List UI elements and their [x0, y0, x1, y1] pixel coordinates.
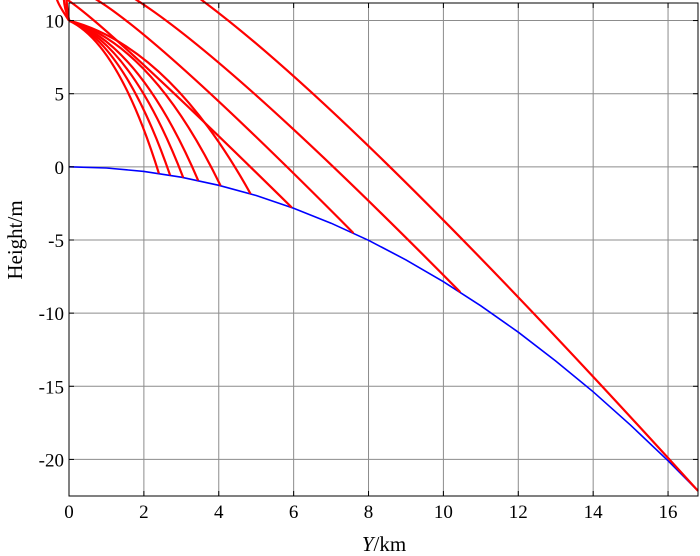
- trajectory-series-3: [68, 19, 185, 178]
- curves-layer: [56, 0, 699, 492]
- y-tick-label: -20: [39, 450, 64, 471]
- x-axis-label: Y/km: [362, 532, 406, 556]
- trajectory-series-8: [63, 0, 355, 234]
- x-tick-label: 12: [509, 502, 528, 523]
- tick-marks: [68, 3, 698, 496]
- trajectory-series-6: [68, 19, 252, 195]
- x-tick-label: 14: [584, 502, 604, 523]
- trajectory-series-5: [68, 19, 222, 187]
- x-tick-label: 6: [289, 502, 299, 523]
- x-tick-label: 0: [64, 502, 74, 523]
- trajectory-series-9: [65, 0, 462, 293]
- x-tick-label: 16: [659, 502, 678, 523]
- y-tick-label: 5: [55, 85, 65, 106]
- plot-frame: [68, 2, 699, 497]
- trajectory-series-10: [65, 0, 699, 492]
- y-tick-label: 10: [45, 12, 64, 33]
- trajectory-series-4: [68, 19, 200, 181]
- y-axis-label: Height/m: [3, 200, 27, 279]
- x-tick-label: 8: [364, 502, 374, 523]
- trajectory-series-7: [56, 0, 293, 209]
- earth-curve-series: [68, 166, 699, 492]
- y-tick-label: 0: [55, 158, 65, 179]
- x-tick-label: 10: [434, 502, 453, 523]
- x-tick-label: 4: [214, 502, 224, 523]
- y-tick-label: -5: [48, 231, 64, 252]
- tick-labels: 0 2 4 6 8 10 12 14 16 10 5 0 -5 -10 -15 -20: [39, 12, 678, 523]
- x-tick-label: 2: [139, 502, 149, 523]
- y-tick-label: -10: [39, 304, 64, 325]
- y-tick-label: -15: [39, 377, 64, 398]
